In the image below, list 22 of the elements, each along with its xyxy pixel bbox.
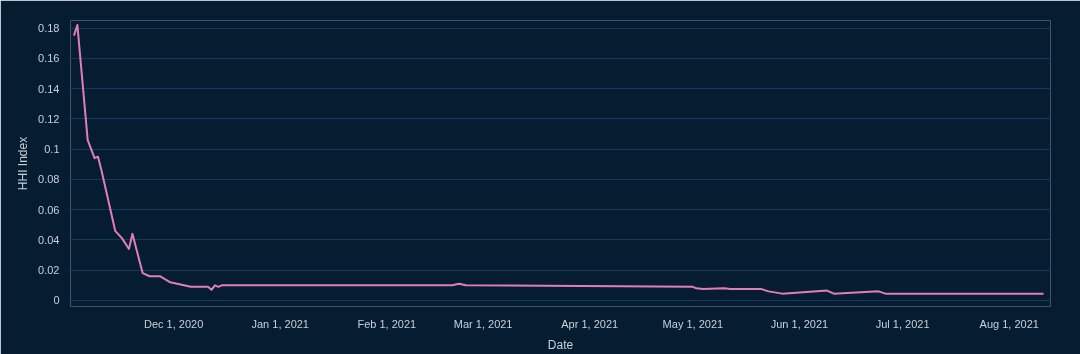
x-tick-label: Jan 1, 2021 — [251, 317, 310, 330]
y-tick-label: 0.12 — [38, 112, 60, 125]
y-tick-label: 0.04 — [38, 233, 60, 246]
x-tick-label: May 1, 2021 — [662, 317, 724, 330]
x-tick-label: Jun 1, 2021 — [770, 317, 829, 330]
y-tick-label: 0 — [53, 294, 60, 307]
x-tick-label: Dec 1, 2020 — [144, 317, 204, 330]
x-tick-label: Feb 1, 2021 — [357, 317, 417, 330]
y-tick-label: 0.14 — [38, 82, 60, 95]
y-tick-label: 0.08 — [38, 173, 60, 186]
x-tick-label: Aug 1, 2021 — [979, 317, 1039, 330]
x-tick-label: Mar 1, 2021 — [453, 317, 513, 330]
y-tick-label: 0.18 — [38, 22, 60, 35]
x-tick-label: Apr 1, 2021 — [561, 317, 619, 330]
y-tick-label: 0.02 — [38, 264, 60, 277]
y-tick-label: 0.06 — [38, 203, 60, 216]
x-axis-title: Date — [547, 337, 574, 352]
x-tick-label: Jul 1, 2021 — [875, 317, 930, 330]
y-tick-label: 0.1 — [44, 143, 60, 156]
y-axis-title: HHI Index — [16, 136, 31, 191]
y-tick-label: 0.16 — [38, 52, 60, 65]
line-series — [72, 24, 1045, 295]
